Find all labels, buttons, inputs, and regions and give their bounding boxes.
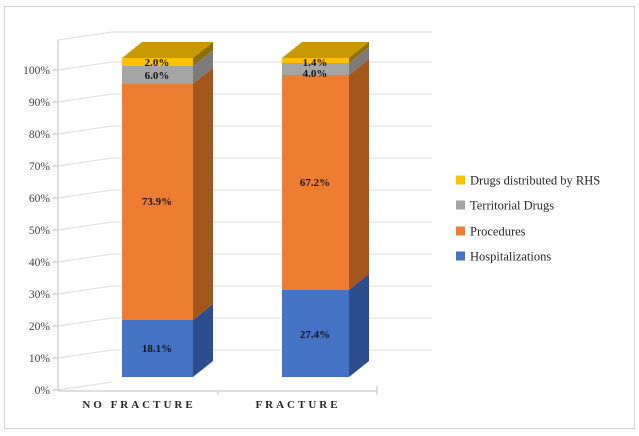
bar2-side-hospitalizations: [349, 274, 369, 377]
x-axis-line: [58, 386, 378, 395]
label-bar1-hospitalizations: 18.1%: [142, 343, 172, 355]
legend-label-procedures: Procedures: [470, 225, 526, 239]
bar1-front-procedures: [122, 84, 193, 320]
y-axis-tick-marks: [53, 69, 58, 391]
label-bar1-procedures: 73.9%: [142, 196, 172, 208]
bar2-front-territorial: [282, 63, 349, 75]
label-bar2-drugs-rhs: 1.4%: [303, 57, 328, 69]
y-tick-label-10: 10%: [29, 353, 51, 365]
y-tick-label-70: 70%: [29, 161, 51, 173]
bar1-side-procedures: [193, 68, 213, 320]
back-wall-top-edge: [57, 31, 432, 41]
bar2-data-labels: 1.4% 4.0% 67.2% 27.4%: [300, 57, 330, 341]
bar2-front-drugs-rhs: [282, 58, 349, 63]
bar2-top-face: [282, 42, 369, 58]
bar2-side-drugs-rhs: [349, 42, 369, 63]
label-bar2-territorial: 4.0%: [303, 68, 328, 80]
bar1-data-labels: 2.0% 6.0% 73.9% 18.1%: [142, 57, 172, 355]
label-bar2-procedures: 67.2%: [300, 177, 330, 189]
y-tick-label-0: 0%: [35, 385, 51, 397]
bar2-side-territorial: [349, 47, 369, 75]
legend-swatch-procedures: [456, 226, 465, 236]
y-tick-label-80: 80%: [29, 129, 51, 141]
y-tick-label-50: 50%: [29, 225, 51, 237]
label-bar1-drugs-rhs: 2.0%: [145, 57, 170, 69]
y-tick-label-100: 100%: [23, 65, 50, 77]
y-tick-label-20: 20%: [29, 321, 51, 333]
legend-label-hospitalizations: Hospitalizations: [470, 250, 551, 264]
legend-label-territorial: Territorial Drugs: [470, 199, 554, 213]
x-axis-labels: NO FRACTURE FRACTURE: [82, 399, 340, 411]
bar1-front-territorial: [122, 66, 193, 84]
bar1-side-drugs-rhs: [193, 42, 213, 66]
bar1-front-drugs-rhs: [122, 58, 193, 66]
bar-fracture: [282, 42, 369, 377]
label-bar2-hospitalizations: 27.4%: [300, 329, 330, 341]
legend-swatch-territorial: [456, 200, 465, 210]
bar2-front-hospitalizations: [282, 290, 349, 377]
label-bar1-territorial: 6.0%: [145, 70, 170, 82]
category-label-fracture: FRACTURE: [255, 399, 340, 411]
legend-swatch-drugs-rhs: [456, 175, 465, 185]
plot-walls: [53, 31, 432, 395]
bar1-front-hospitalizations: [122, 320, 193, 377]
category-label-no-fracture: NO FRACTURE: [82, 399, 195, 411]
bar1-top-face: [122, 42, 213, 58]
y-tick-label-30: 30%: [29, 289, 51, 301]
legend: Drugs distributed by RHS Territorial Dru…: [456, 174, 600, 264]
bar2-front-procedures: [282, 75, 349, 290]
gridlines: [57, 61, 432, 391]
figure-border: [4, 6, 635, 429]
y-tick-label-40: 40%: [29, 257, 51, 269]
y-axis-labels: 100% 90% 80% 70% 60% 50% 40% 30% 20% 10%…: [23, 65, 50, 397]
y-tick-label-60: 60%: [29, 193, 51, 205]
bar-no-fracture: [122, 42, 213, 377]
legend-swatch-hospitalizations: [456, 251, 465, 261]
legend-label-drugs-rhs: Drugs distributed by RHS: [470, 174, 600, 188]
y-tick-label-90: 90%: [29, 97, 51, 109]
bar1-side-hospitalizations: [193, 304, 213, 377]
bar2-side-procedures: [349, 59, 369, 290]
bar1-side-territorial: [193, 50, 213, 84]
